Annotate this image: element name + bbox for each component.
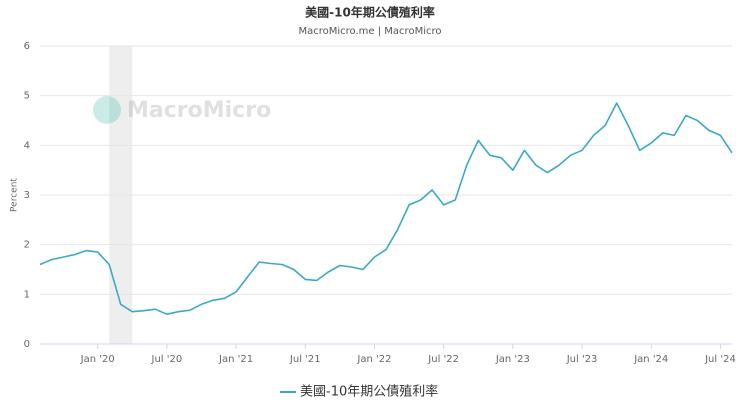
x-tick-label: Jul '24 bbox=[704, 354, 736, 365]
y-tick-label: 2 bbox=[24, 240, 30, 251]
x-tick-label: Jan '23 bbox=[495, 354, 530, 365]
x-tick-label: Jul '20 bbox=[151, 354, 183, 365]
y-tick-label: 0 bbox=[24, 339, 30, 350]
x-tick-label: Jul '21 bbox=[289, 354, 321, 365]
series-line bbox=[39, 102, 733, 315]
x-tick-label: Jan '20 bbox=[80, 354, 115, 365]
y-tick-label: 3 bbox=[24, 190, 30, 201]
watermark-text: MacroMicro bbox=[127, 98, 271, 123]
x-tick-label: Jan '22 bbox=[356, 354, 391, 365]
legend-label: 美國-10年期公債殖利率 bbox=[300, 384, 438, 400]
chart-subtitle: MacroMicro.me | MacroMicro bbox=[299, 26, 442, 37]
x-tick-label: Jan '21 bbox=[218, 354, 253, 365]
y-tick-label: 4 bbox=[24, 140, 30, 151]
watermark: MacroMicro bbox=[93, 96, 271, 124]
x-tick-label: Jul '22 bbox=[427, 354, 459, 365]
y-tick-label: 1 bbox=[24, 289, 30, 300]
y-tick-label: 6 bbox=[24, 41, 30, 52]
chart-title: 美國-10年期公債殖利率 bbox=[305, 5, 435, 20]
x-tick-label: Jan '24 bbox=[633, 354, 668, 365]
x-tick-label: Jul '23 bbox=[566, 354, 598, 365]
watermark-icon bbox=[93, 96, 121, 124]
y-tick-label: 5 bbox=[24, 91, 30, 102]
y-axis-label: Percent bbox=[10, 178, 20, 212]
